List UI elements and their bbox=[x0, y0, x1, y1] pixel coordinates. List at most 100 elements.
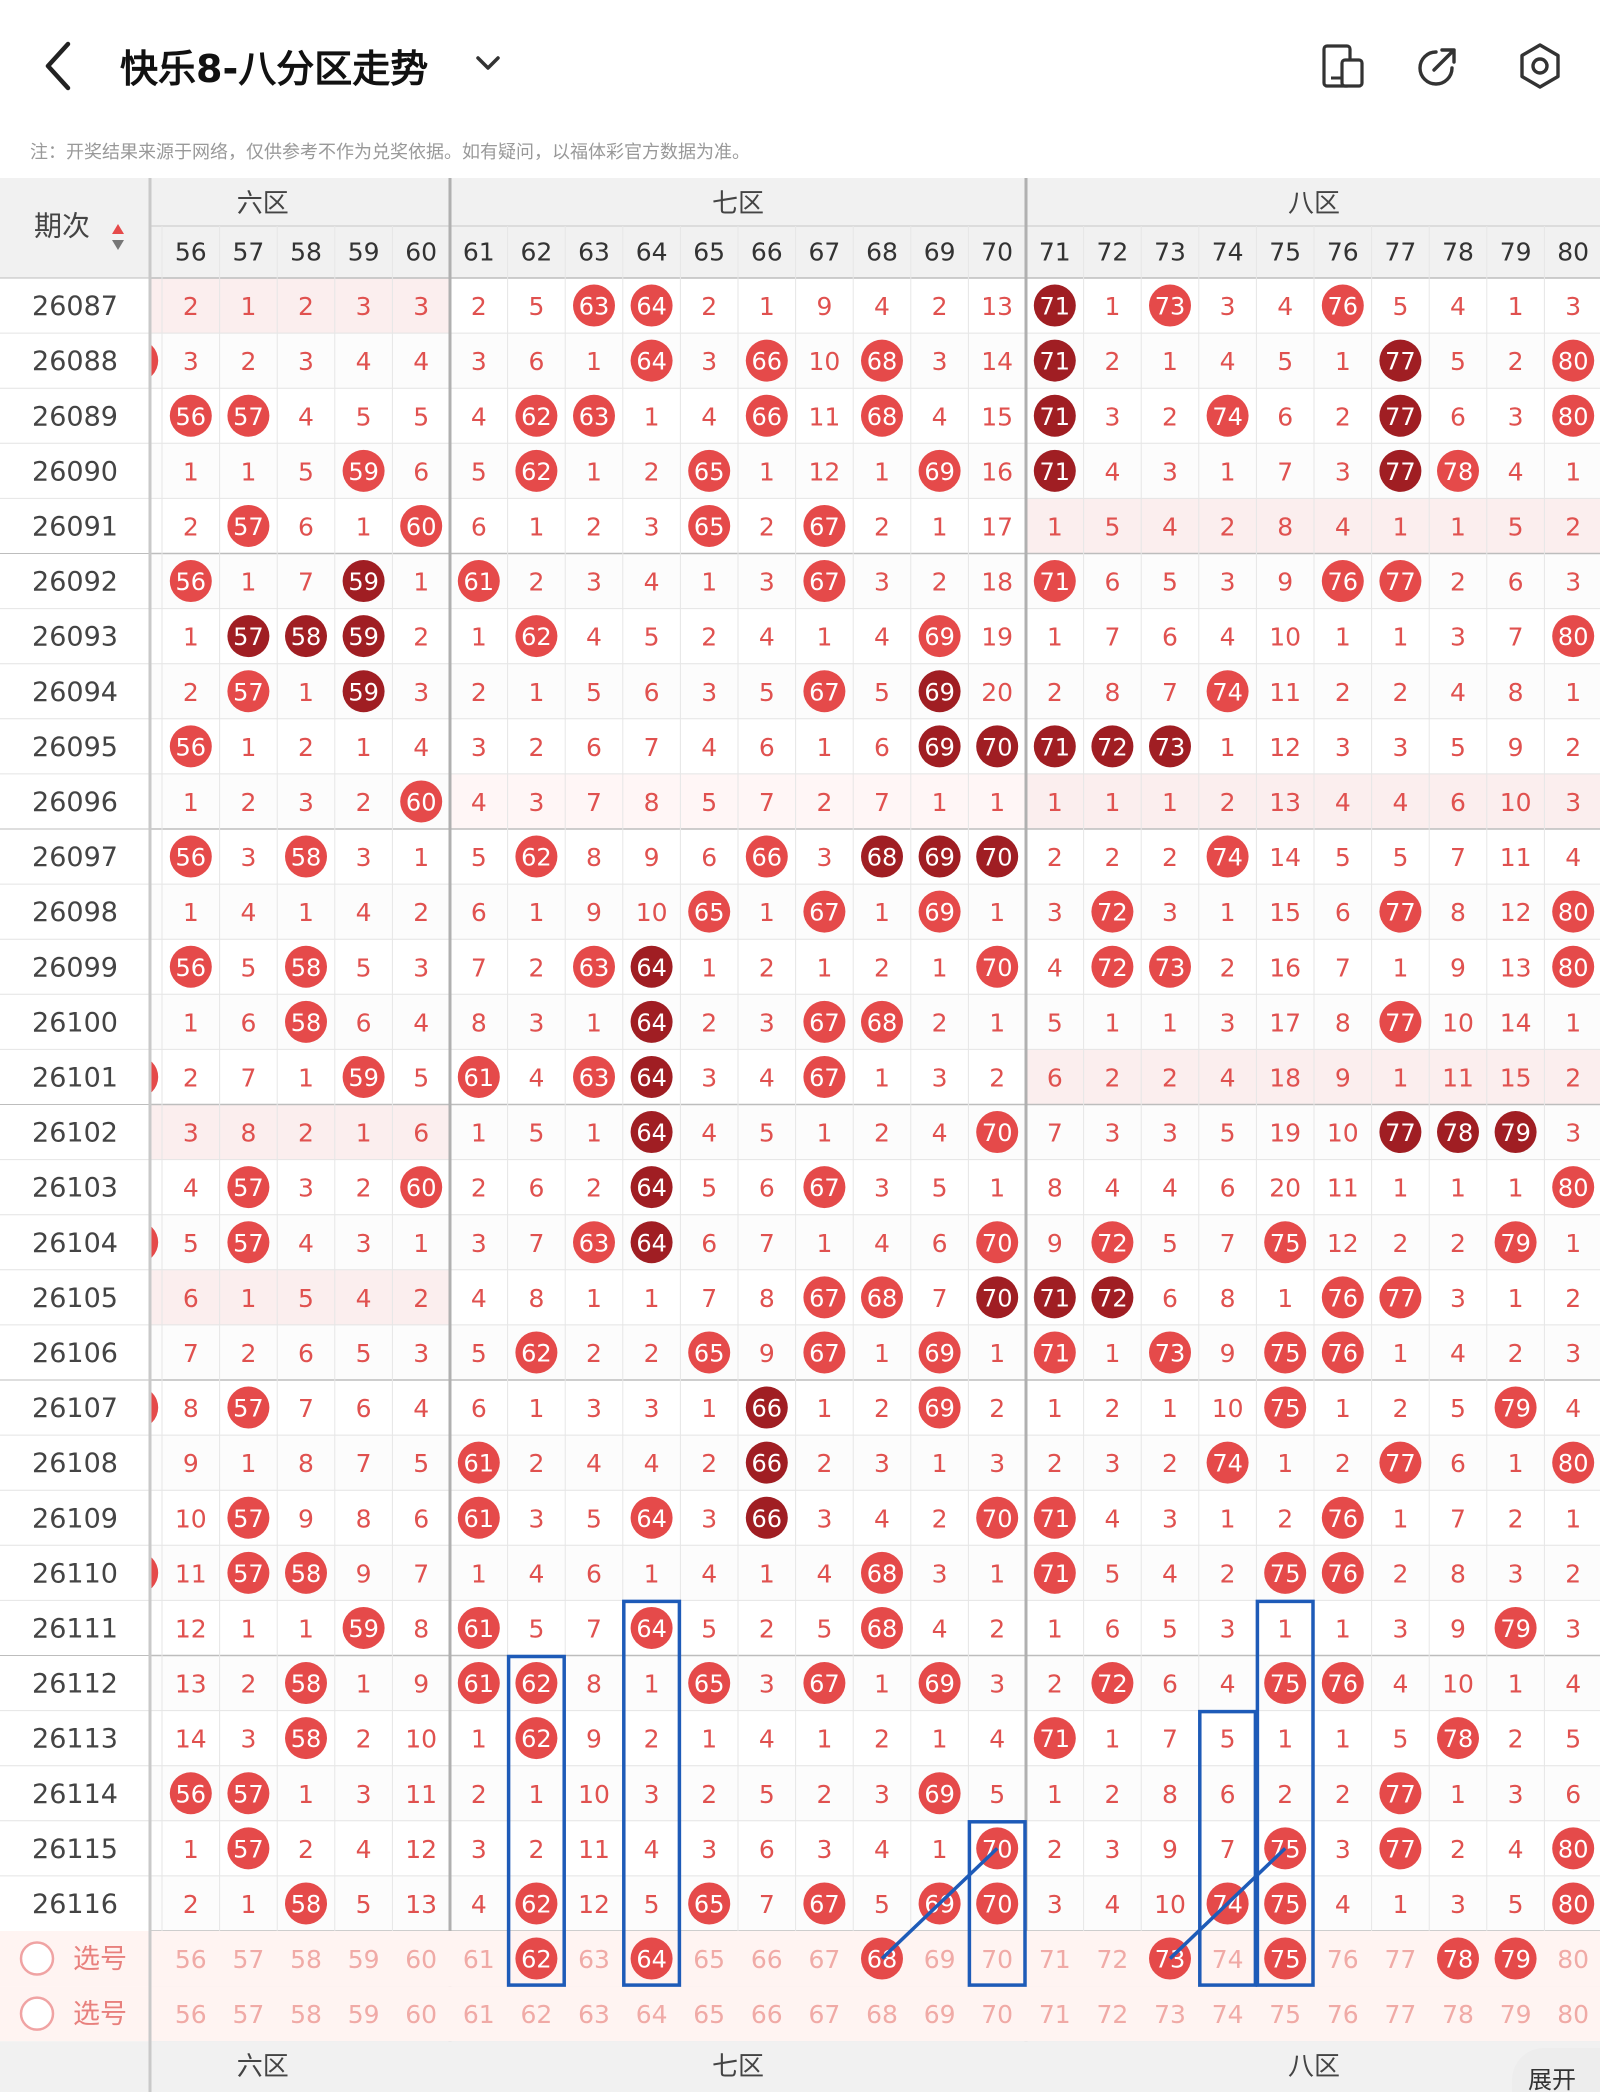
svg-text:69: 69 bbox=[924, 733, 955, 761]
omission-value: 3 bbox=[701, 1835, 717, 1864]
select-number[interactable]: 65 bbox=[693, 2000, 725, 2029]
select-ball[interactable]: 75 bbox=[1264, 1937, 1307, 1980]
omission-value: 3 bbox=[1220, 568, 1236, 597]
omission-value: 3 bbox=[701, 678, 717, 707]
chevron-left-icon[interactable] bbox=[38, 38, 86, 94]
select-ball[interactable]: 79 bbox=[1494, 1937, 1537, 1980]
period-header[interactable]: 期次 bbox=[34, 210, 90, 243]
select-ball[interactable]: 78 bbox=[1437, 1937, 1479, 1980]
select-number[interactable]: 72 bbox=[1096, 2000, 1128, 2029]
select-number[interactable]: 70 bbox=[981, 1945, 1013, 1974]
draw-ball: 77 bbox=[1379, 890, 1422, 933]
select-number[interactable]: 59 bbox=[348, 2000, 380, 2029]
table-row bbox=[150, 884, 1600, 940]
sort-icon[interactable] bbox=[112, 224, 124, 250]
select-number[interactable]: 71 bbox=[1039, 1945, 1071, 1974]
select-number[interactable]: 79 bbox=[1500, 2000, 1532, 2029]
omission-value: 1 bbox=[1450, 1174, 1466, 1203]
omission-value: 2 bbox=[759, 953, 775, 982]
select-number[interactable]: 62 bbox=[520, 2000, 552, 2029]
omission-value: 2 bbox=[183, 512, 199, 541]
select-number[interactable]: 61 bbox=[463, 2000, 495, 2029]
select-number[interactable]: 63 bbox=[578, 1945, 610, 1974]
select-number[interactable]: 80 bbox=[1557, 2000, 1589, 2029]
select-number[interactable]: 77 bbox=[1384, 2000, 1416, 2029]
omission-value: 6 bbox=[471, 512, 487, 541]
select-number[interactable]: 74 bbox=[1212, 2000, 1244, 2029]
mobile-device-icon[interactable] bbox=[1318, 40, 1370, 92]
select-number[interactable]: 76 bbox=[1327, 2000, 1359, 2029]
select-number[interactable]: 75 bbox=[1269, 2000, 1301, 2029]
period-number: 26087 bbox=[32, 291, 118, 322]
select-radio[interactable]: 选号 bbox=[19, 1941, 127, 1976]
select-number[interactable]: 69 bbox=[924, 2000, 956, 2029]
omission-value: 4 bbox=[644, 1449, 660, 1478]
omission-value: 2 bbox=[1220, 1559, 1236, 1588]
select-number[interactable]: 57 bbox=[232, 1945, 264, 1974]
omission-value: 14 bbox=[1500, 1008, 1532, 1037]
omission-value: 1 bbox=[1047, 512, 1063, 541]
share-arrow-icon[interactable] bbox=[1412, 40, 1464, 92]
draw-ball: 66 bbox=[745, 339, 788, 382]
select-number[interactable]: 73 bbox=[1154, 2000, 1186, 2029]
omission-value: 4 bbox=[1450, 1339, 1466, 1368]
draw-ball: 67 bbox=[803, 1662, 846, 1705]
select-number[interactable]: 70 bbox=[981, 2000, 1013, 2029]
select-number[interactable]: 68 bbox=[866, 2000, 898, 2029]
omission-value: 5 bbox=[1277, 347, 1293, 376]
select-number[interactable]: 61 bbox=[463, 1945, 495, 1974]
select-radio[interactable]: 选号 bbox=[19, 1996, 127, 2031]
omission-value: 1 bbox=[298, 1063, 314, 1092]
draw-ball: 76 bbox=[1321, 1662, 1364, 1705]
omission-value: 2 bbox=[874, 1725, 890, 1754]
draw-ball: 70 bbox=[976, 1496, 1019, 1539]
omission-value: 5 bbox=[298, 1284, 314, 1313]
svg-text:61: 61 bbox=[464, 1450, 495, 1478]
omission-value: 8 bbox=[1277, 512, 1293, 541]
omission-value: 5 bbox=[356, 402, 372, 431]
omission-value: 4 bbox=[874, 623, 890, 652]
select-number[interactable]: 67 bbox=[808, 1945, 840, 1974]
select-number[interactable]: 63 bbox=[578, 2000, 610, 2029]
select-number[interactable]: 78 bbox=[1442, 2000, 1474, 2029]
select-number[interactable]: 66 bbox=[751, 1945, 783, 1974]
omission-value: 1 bbox=[298, 898, 314, 927]
select-number[interactable]: 60 bbox=[405, 1945, 437, 1974]
hexagon-gear-icon[interactable] bbox=[1514, 40, 1566, 92]
omission-value: 10 bbox=[1269, 623, 1301, 652]
omission-value: 8 bbox=[586, 843, 602, 872]
omission-value: 2 bbox=[1335, 1780, 1351, 1809]
select-number[interactable]: 58 bbox=[290, 1945, 322, 1974]
select-ball[interactable]: 64 bbox=[630, 1937, 673, 1980]
draw-ball: 57 bbox=[227, 1166, 270, 1209]
select-number[interactable]: 65 bbox=[693, 1945, 725, 1974]
select-number[interactable]: 80 bbox=[1557, 1945, 1589, 1974]
select-number[interactable]: 76 bbox=[1327, 1945, 1359, 1974]
page-title[interactable]: 快乐8-八分区走势 bbox=[120, 47, 429, 91]
chevron-down-icon[interactable] bbox=[472, 46, 504, 82]
omission-value: 6 bbox=[298, 512, 314, 541]
select-number[interactable]: 74 bbox=[1212, 1945, 1244, 1974]
select-number[interactable]: 67 bbox=[808, 2000, 840, 2029]
select-number[interactable]: 72 bbox=[1096, 1945, 1128, 1974]
expand-button[interactable]: 展开 bbox=[1512, 2048, 1600, 2092]
select-number[interactable]: 66 bbox=[751, 2000, 783, 2029]
select-number[interactable]: 59 bbox=[348, 1945, 380, 1974]
svg-text:59: 59 bbox=[348, 1064, 379, 1092]
select-number[interactable]: 56 bbox=[175, 2000, 207, 2029]
select-ball[interactable]: 62 bbox=[515, 1937, 558, 1980]
period-number: 26107 bbox=[32, 1393, 118, 1424]
omission-value: 3 bbox=[1104, 1449, 1120, 1478]
select-number[interactable]: 77 bbox=[1384, 1945, 1416, 1974]
select-number[interactable]: 69 bbox=[924, 1945, 956, 1974]
svg-text:65: 65 bbox=[694, 1670, 725, 1698]
select-number[interactable]: 58 bbox=[290, 2000, 322, 2029]
svg-text:77: 77 bbox=[1385, 568, 1416, 596]
draw-ball: 59 bbox=[342, 1606, 385, 1649]
column-header: 62 bbox=[520, 238, 552, 267]
select-number[interactable]: 64 bbox=[636, 2000, 668, 2029]
select-number[interactable]: 60 bbox=[405, 2000, 437, 2029]
select-number[interactable]: 71 bbox=[1039, 2000, 1071, 2029]
select-number[interactable]: 57 bbox=[232, 2000, 264, 2029]
select-number[interactable]: 56 bbox=[175, 1945, 207, 1974]
